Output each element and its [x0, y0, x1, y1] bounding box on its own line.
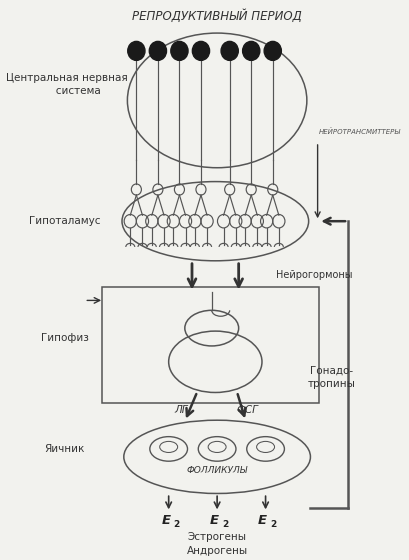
Text: ФОЛЛИКУЛЫ: ФОЛЛИКУЛЫ — [186, 466, 247, 475]
Circle shape — [171, 41, 188, 60]
Text: ЛГ: ЛГ — [174, 405, 187, 416]
Text: Нейрогормоны: Нейрогормоны — [276, 270, 352, 279]
Text: E: E — [161, 514, 170, 527]
Text: 2: 2 — [173, 520, 179, 529]
Circle shape — [263, 41, 281, 60]
Text: Гипоталамус: Гипоталамус — [29, 216, 100, 226]
Circle shape — [128, 41, 145, 60]
Text: E: E — [258, 514, 267, 527]
Text: 2: 2 — [270, 520, 276, 529]
Text: РЕПРОДУКТИВНЫЙ ПЕРИОД: РЕПРОДУКТИВНЫЙ ПЕРИОД — [132, 10, 301, 23]
Text: НЕЙРОТРАНСМИТТЕРЫ: НЕЙРОТРАНСМИТТЕРЫ — [317, 129, 400, 136]
Text: Яичник: Яичник — [44, 444, 85, 454]
Text: Центральная нервная
       система: Центральная нервная система — [5, 73, 127, 96]
Circle shape — [192, 41, 209, 60]
Circle shape — [149, 41, 166, 60]
Text: Эстрогены
Андрогены: Эстрогены Андрогены — [186, 532, 247, 556]
Text: E: E — [209, 514, 218, 527]
Text: 2: 2 — [221, 520, 227, 529]
Text: Гипофиз: Гипофиз — [40, 333, 88, 343]
Text: Гонадо-
тропины: Гонадо- тропины — [307, 366, 355, 389]
Text: ФСГ: ФСГ — [236, 405, 258, 416]
Circle shape — [242, 41, 259, 60]
Bar — [102, 287, 319, 403]
Circle shape — [220, 41, 238, 60]
